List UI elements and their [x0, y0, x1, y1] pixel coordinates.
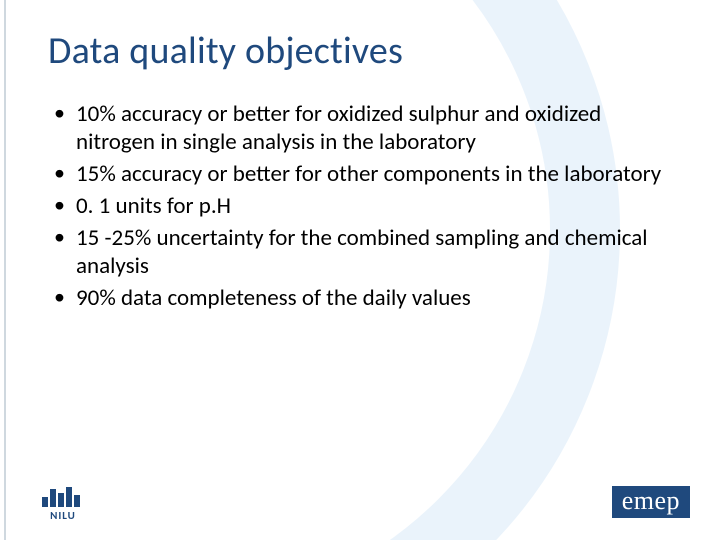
nilu-logo: NILU	[42, 487, 84, 522]
bullet-item: 90% data completeness of the daily value…	[48, 284, 672, 312]
nilu-logo-text: NILU	[50, 509, 76, 522]
bullet-item: 0. 1 units for p.H	[48, 192, 672, 220]
bullet-list: 10% accuracy or better for oxidized sulp…	[48, 100, 672, 312]
bullet-item: 15% accuracy or better for other compone…	[48, 160, 672, 188]
slide-title: Data quality objectives	[48, 28, 672, 74]
emep-badge: emep	[612, 486, 690, 518]
bullet-item: 15 -25% uncertainty for the combined sam…	[48, 224, 672, 280]
slide-footer: NILU emep	[0, 472, 720, 522]
bullet-item: 10% accuracy or better for oxidized sulp…	[48, 100, 672, 156]
left-border-bar	[0, 0, 6, 540]
slide-content: Data quality objectives 10% accuracy or …	[0, 0, 720, 312]
nilu-skyline-icon	[42, 487, 84, 507]
